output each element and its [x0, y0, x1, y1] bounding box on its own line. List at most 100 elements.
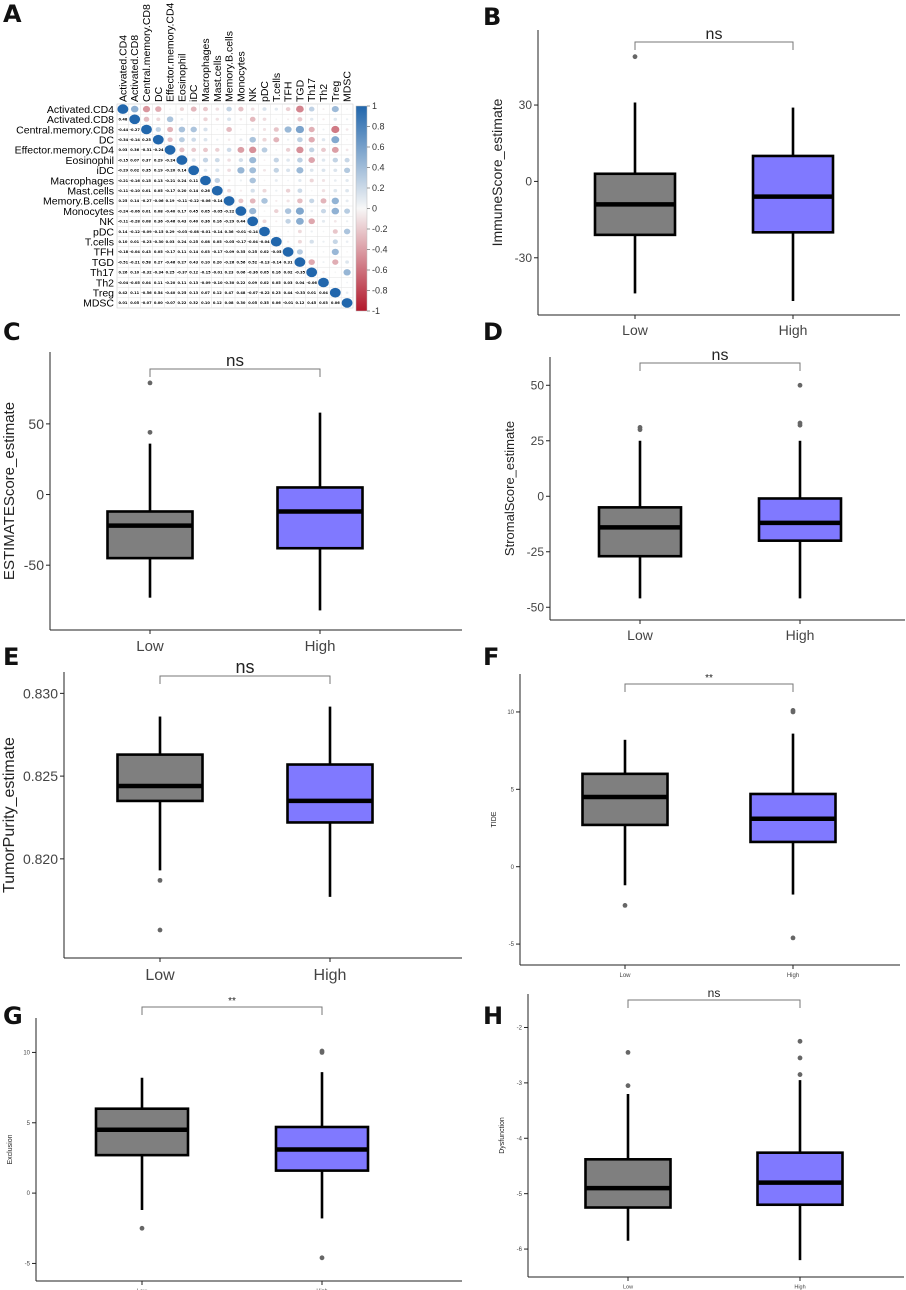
- corr-value: 0.05: [154, 250, 163, 254]
- corr-circle: [250, 107, 255, 111]
- corr-value: 0.01: [130, 240, 139, 244]
- corr-value: 0.14: [130, 199, 139, 203]
- corr-circle: [216, 138, 219, 141]
- corr-value: 0.45: [189, 209, 198, 213]
- corr-circle: [200, 175, 211, 186]
- corr-circle: [216, 128, 219, 131]
- corr-circle: [331, 125, 340, 134]
- corr-circle: [345, 118, 349, 121]
- corr-circle: [237, 167, 245, 174]
- corr-circle: [286, 158, 290, 162]
- corr-circle: [287, 118, 290, 121]
- corr-value: -0.07: [248, 291, 259, 295]
- column-label: pDC: [259, 81, 271, 102]
- corr-circle: [261, 147, 268, 153]
- corr-circle: [310, 209, 314, 213]
- corr-value: -0.40: [165, 291, 176, 295]
- corr-value: -0.10: [130, 189, 141, 193]
- y-tick-label: 5: [511, 787, 515, 793]
- corr-circle: [309, 168, 314, 172]
- outlier-point-high: [319, 1255, 325, 1261]
- corr-value: 0.07: [201, 291, 210, 295]
- corr-value: 0.02: [284, 271, 293, 275]
- corr-value: 0.47: [225, 291, 234, 295]
- corr-circle: [332, 239, 338, 245]
- corr-circle: [179, 147, 185, 153]
- significance-bracket: [149, 368, 321, 377]
- corr-circle: [237, 146, 245, 153]
- corr-circle: [345, 199, 349, 203]
- corr-value: 0.24: [177, 240, 186, 244]
- corr-value: -0.35: [295, 271, 306, 275]
- box-high: [757, 497, 843, 542]
- corr-circle: [227, 168, 231, 172]
- corr-circle: [249, 146, 257, 154]
- corr-circle: [274, 209, 279, 214]
- colorbar-tick-label: -0.6: [372, 265, 388, 275]
- corr-circle: [321, 158, 326, 162]
- corr-value: 0.22: [177, 301, 186, 305]
- column-label: Mast.cells: [212, 55, 224, 102]
- corr-value: 0.16: [272, 271, 281, 275]
- corr-circle: [169, 108, 172, 110]
- corr-value: -0.01: [236, 230, 247, 234]
- corr-value: 0.16: [213, 220, 222, 224]
- corr-value: -0.29: [118, 169, 129, 173]
- corr-circle: [309, 178, 314, 183]
- panel-a: A 0.48 -0.44 -0.27 -0.34 -0.14 0.25 0.03 0.36 -0…: [0, 0, 400, 320]
- corr-value: 0.25: [166, 271, 175, 275]
- corr-value: 0.48: [118, 118, 127, 122]
- corr-value: -0.33: [295, 291, 306, 295]
- corr-value: -0.22: [259, 291, 270, 295]
- boxplot-estimate-score: 50 0 -50 ESTIMATEScore_estimate Low High ns: [1, 351, 462, 655]
- boxplot-tumor-purity: 0.830 0.825 0.820 TumorPurity_estimate Low Hi…: [1, 657, 462, 984]
- corr-value: 0.35: [260, 301, 269, 305]
- corr-circle: [227, 179, 231, 182]
- corr-circle: [227, 138, 231, 141]
- corr-circle: [203, 117, 208, 122]
- corr-circle: [156, 117, 161, 122]
- outlier-point-high: [797, 420, 803, 426]
- corr-circle: [322, 271, 325, 274]
- corr-value: 0.10: [201, 301, 210, 305]
- colorbar-tick-label: 0.2: [372, 183, 385, 193]
- corr-circle: [249, 156, 257, 164]
- corr-circle: [143, 116, 150, 122]
- corr-circle: [239, 189, 243, 192]
- corr-value: -0.12: [130, 230, 141, 234]
- corr-circle: [321, 179, 326, 182]
- corr-value: 0.13: [189, 281, 198, 285]
- corr-circle: [282, 247, 294, 257]
- corr-circle: [270, 236, 282, 247]
- corr-circle: [214, 157, 220, 163]
- y-tick-label: -50: [527, 600, 545, 614]
- y-tick-label: 5: [27, 1121, 31, 1127]
- corr-circle: [262, 219, 267, 224]
- colorbar-tick-label: -0.8: [372, 286, 388, 296]
- corr-circle: [306, 267, 318, 278]
- row-label: DC: [99, 135, 115, 147]
- y-axis-label: StromalScore_estimate: [502, 421, 517, 556]
- row-label: Th17: [90, 267, 114, 279]
- corr-circle: [285, 147, 291, 152]
- panel-f: F 10 5 0 -5 TIDE Low High **: [470, 640, 906, 980]
- corr-value: -0.15: [200, 271, 211, 275]
- corr-circle: [333, 168, 338, 173]
- corr-circle: [321, 219, 326, 223]
- corr-value: 0.26: [118, 271, 127, 275]
- corr-circle: [239, 138, 243, 142]
- column-label: Treg: [330, 81, 342, 102]
- corr-value: 0.29: [154, 158, 163, 162]
- corr-circle: [141, 124, 152, 135]
- corr-circle: [334, 271, 337, 274]
- significance-bracket: [159, 675, 331, 684]
- corr-value: 0.25: [142, 138, 151, 142]
- corr-circle: [214, 178, 221, 183]
- colorbar: [355, 105, 368, 312]
- outlier-point-low: [157, 877, 163, 883]
- corr-circle: [155, 106, 162, 112]
- panel-g: G 10 5 0 -5 Exclusion Low High **: [0, 980, 470, 1290]
- corr-value: -0.46: [165, 220, 176, 224]
- corr-value: 0.32: [189, 301, 198, 305]
- corr-circle: [250, 188, 255, 193]
